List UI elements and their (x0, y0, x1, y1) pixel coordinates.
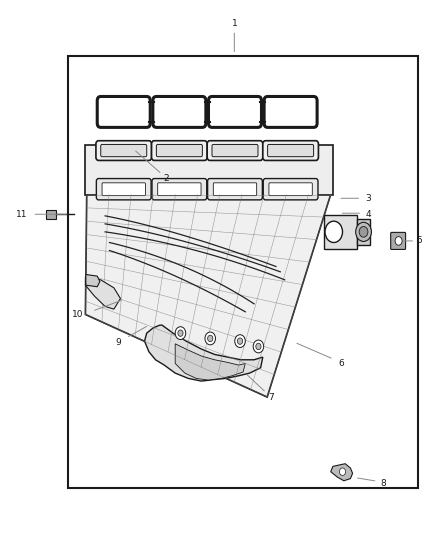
FancyBboxPatch shape (264, 96, 317, 127)
FancyBboxPatch shape (208, 96, 261, 127)
FancyBboxPatch shape (208, 179, 262, 200)
Circle shape (325, 221, 343, 243)
FancyBboxPatch shape (210, 98, 260, 126)
FancyBboxPatch shape (263, 179, 318, 200)
Text: 8: 8 (381, 480, 387, 488)
Circle shape (235, 335, 245, 348)
Circle shape (175, 327, 186, 340)
FancyBboxPatch shape (96, 179, 151, 200)
FancyBboxPatch shape (263, 141, 318, 160)
Circle shape (395, 237, 402, 245)
Circle shape (339, 468, 346, 475)
Circle shape (208, 335, 213, 342)
Polygon shape (145, 325, 263, 381)
FancyBboxPatch shape (207, 141, 263, 160)
FancyBboxPatch shape (391, 232, 406, 249)
FancyBboxPatch shape (153, 96, 206, 127)
FancyBboxPatch shape (152, 141, 207, 160)
FancyBboxPatch shape (97, 96, 150, 127)
Text: 4: 4 (365, 210, 371, 219)
FancyBboxPatch shape (102, 183, 145, 196)
Polygon shape (85, 195, 331, 397)
Polygon shape (86, 274, 100, 287)
FancyBboxPatch shape (99, 98, 149, 126)
Text: 5: 5 (417, 237, 423, 245)
Text: 3: 3 (365, 194, 371, 203)
FancyBboxPatch shape (101, 144, 147, 157)
Circle shape (237, 338, 243, 344)
FancyBboxPatch shape (213, 183, 257, 196)
FancyBboxPatch shape (269, 183, 312, 196)
Bar (68, 56, 418, 488)
Text: 10: 10 (72, 310, 84, 319)
Text: 11: 11 (16, 210, 28, 219)
Text: 7: 7 (268, 393, 275, 401)
Bar (85, 145, 333, 195)
Text: 2: 2 (164, 174, 169, 182)
FancyBboxPatch shape (265, 98, 316, 126)
Circle shape (253, 340, 264, 353)
FancyBboxPatch shape (158, 183, 201, 196)
Polygon shape (331, 464, 353, 481)
FancyBboxPatch shape (212, 144, 258, 157)
FancyBboxPatch shape (156, 144, 202, 157)
Polygon shape (175, 344, 245, 380)
Polygon shape (85, 277, 120, 309)
Circle shape (359, 227, 368, 237)
Circle shape (256, 343, 261, 350)
Circle shape (178, 330, 183, 336)
Circle shape (205, 332, 215, 345)
Bar (357, 219, 370, 245)
FancyBboxPatch shape (268, 144, 314, 157)
FancyBboxPatch shape (96, 141, 152, 160)
Text: 1: 1 (231, 20, 237, 28)
Circle shape (356, 222, 371, 241)
Text: 9: 9 (115, 338, 121, 346)
Bar (324, 215, 357, 249)
FancyBboxPatch shape (152, 179, 207, 200)
Text: 6: 6 (339, 359, 345, 368)
Bar (46, 210, 56, 219)
FancyBboxPatch shape (154, 98, 205, 126)
